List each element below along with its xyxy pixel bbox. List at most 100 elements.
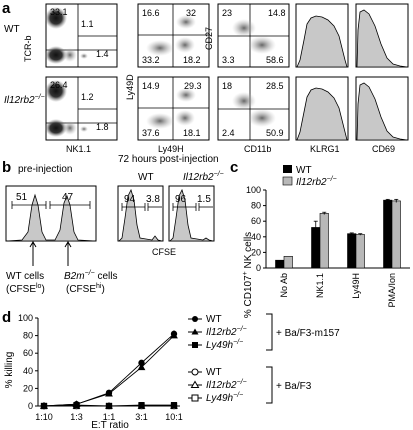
x-tick-label: PMA/Ion — [387, 273, 397, 308]
gate-value: 96 — [175, 194, 187, 205]
gate-value: 14.8 — [268, 8, 286, 18]
bar-chart-cd107: 0 20 40 60 80 100 No Ab NK1.1 Ly49H PMA/Ion — [246, 185, 410, 308]
y-tick-label: 20 — [251, 247, 261, 257]
y-tick-label: 80 — [251, 201, 261, 211]
gate-value: 1.5 — [197, 194, 211, 205]
bar — [275, 259, 285, 269]
x-tick-label: 1:10 — [35, 412, 53, 422]
y-tick-label: 0 — [28, 401, 33, 411]
legend-marker-square-filled — [192, 342, 198, 348]
y-tick-label: 80 — [23, 331, 33, 341]
data-point — [73, 401, 80, 408]
gate-value: 3.8 — [146, 194, 160, 205]
legend-ba-f3: WT Il12rb2−/− Ly49h−/− + Ba/F3 — [188, 366, 312, 404]
legend-label: Il12rb2−/− — [206, 379, 247, 391]
legend-label-wt: WT — [296, 165, 312, 176]
gate-value: 28.5 — [266, 81, 284, 91]
gate-value: 33.1 — [50, 7, 68, 17]
y-tick-label: 0 — [256, 263, 261, 273]
b2m-cells-cfse-label: (CFSEhi) — [66, 283, 105, 295]
x-tick-label: 1:1 — [103, 412, 116, 422]
histogram-cd69-wt — [355, 3, 409, 68]
arrow-head — [64, 241, 72, 248]
dotplot-ly49h-ly49d-ko: 14.9 29.3 37.6 18.1 — [137, 76, 210, 141]
bracket-label-baf3: + Ba/F3 — [276, 381, 312, 392]
axis-label-cd69: CD69 — [372, 144, 395, 154]
gate-value: 26.4 — [50, 80, 68, 90]
histogram-cfse-post-ko: 96 1.5 — [168, 185, 215, 242]
axis-label-et-ratio: E:T ratio — [91, 420, 129, 430]
post-ko-header: Il12rb2−/− — [183, 171, 224, 183]
row-label-ko: Il12rb2−/− — [4, 94, 45, 106]
axis-label-cd27: CD27 — [204, 27, 214, 50]
dotplot-nk-tcrb-wt: 33.1 1.1 1.4 — [45, 3, 118, 68]
legend-marker-square-open — [191, 394, 199, 402]
histogram-cd69-ko — [355, 76, 409, 141]
gate-value: 58.6 — [266, 55, 284, 65]
gate-value: 50.9 — [266, 128, 284, 138]
line-chart-killing: 0 20 40 60 80 100 1:10 1:3 1:1 3:1 10:1 — [18, 313, 183, 422]
gate-value: 37.6 — [142, 128, 160, 138]
gate-value: 1.1 — [81, 19, 94, 29]
legend-label: Ly49h−/− — [206, 392, 243, 404]
histogram-klrg1-ko — [295, 76, 349, 141]
gate-value: 47 — [62, 192, 74, 203]
legend-label: WT — [206, 367, 222, 378]
b2m-cells-label: B2m−/− cells — [64, 270, 117, 282]
y-tick-label: 100 — [246, 185, 261, 195]
axis-label-killing: % killing — [4, 352, 15, 389]
bar — [347, 233, 357, 269]
legend-swatch-wt — [283, 165, 292, 173]
x-tick-label: Ly49H — [351, 273, 361, 299]
legend-ba-f3-m157: WT Il12rb2−/− Ly49h−/− + Ba/F3-m157 — [188, 313, 340, 351]
gate-value: 1.2 — [81, 92, 94, 102]
panel-d-label: d — [2, 309, 11, 326]
x-tick-label: 3:1 — [135, 412, 148, 422]
legend-label-ko: Il12rb2−/− — [296, 176, 337, 188]
gate-value: 29.3 — [184, 81, 202, 91]
axis-label-klrg1: KLRG1 — [310, 144, 340, 154]
legend-label: Ly49h−/− — [206, 339, 243, 351]
dotplot-cd11b-cd27-ko: 18 28.5 2.4 50.9 — [217, 76, 290, 141]
axis-label-tcrb: TCR-b — [23, 36, 33, 63]
bar — [319, 213, 329, 269]
gate-value: 14.9 — [142, 81, 160, 91]
x-tick-label: 1:3 — [70, 412, 83, 422]
gate-value: 32 — [186, 8, 196, 18]
histogram-klrg1-wt — [295, 3, 349, 68]
histogram-cfse-post-wt: 94 3.8 — [117, 185, 164, 242]
gate-value: 23 — [222, 8, 232, 18]
axis-label-ly49h: Ly49H — [158, 144, 184, 154]
legend-marker-circle-open — [191, 368, 199, 376]
axis-label-ly49d: Ly49D — [125, 74, 135, 100]
post-wt-header: WT — [138, 172, 154, 183]
gate-value: 16.6 — [142, 8, 160, 18]
gate-value: 33.2 — [142, 55, 160, 65]
y-tick-label: 40 — [23, 366, 33, 376]
legend-label: Il12rb2−/− — [206, 326, 247, 338]
y-tick-label: 100 — [18, 313, 33, 323]
y-tick-label: 60 — [23, 348, 33, 358]
wt-cells-cfse-label: (CFSElo) — [6, 283, 45, 295]
data-point — [138, 402, 145, 409]
gate-value: 18.1 — [183, 128, 201, 138]
bar — [283, 255, 293, 269]
axis-label-nk11: NK1.1 — [66, 144, 91, 154]
axis-label-cfse: CFSE — [152, 247, 176, 257]
legend-marker-circle-filled — [192, 316, 198, 322]
dotplot-nk-tcrb-ko: 26.4 1.2 1.8 — [45, 76, 118, 141]
panel-b-label: b — [2, 159, 11, 176]
bar — [383, 199, 393, 269]
data-point — [138, 359, 145, 367]
legend-swatch-ko — [282, 176, 293, 186]
row-label-wt: WT — [4, 24, 20, 35]
arrow-head — [29, 241, 37, 248]
dotplot-cd11b-cd27-wt: 23 14.8 3.3 58.6 — [217, 3, 290, 68]
axis-label-cd11b: CD11b — [244, 144, 271, 154]
legend-label: WT — [206, 314, 222, 325]
gate-value: 18.2 — [183, 55, 201, 65]
bar — [355, 234, 365, 269]
y-tick-label: 20 — [23, 383, 33, 393]
bar — [391, 200, 401, 269]
